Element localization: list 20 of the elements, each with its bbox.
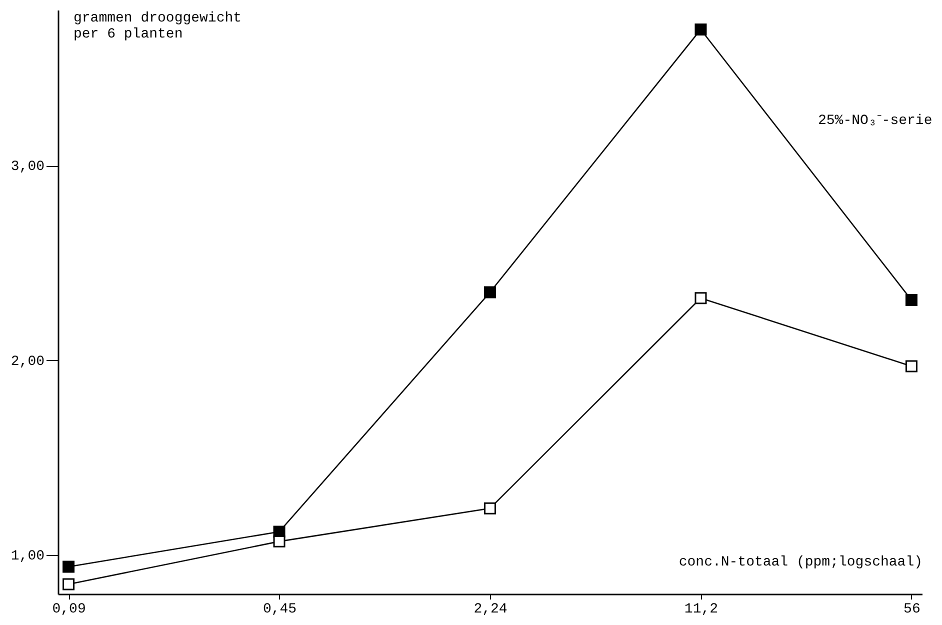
- point: [905, 294, 918, 306]
- point: [484, 286, 496, 298]
- point: [273, 535, 286, 548]
- y-tick-label: 3,00: [10, 159, 44, 176]
- point: [905, 360, 918, 372]
- x-tick-label: 0,09: [52, 602, 86, 618]
- x-tick-label: 56: [904, 602, 920, 618]
- point: [694, 23, 707, 36]
- x-tick-label: 0,45: [262, 602, 297, 618]
- y-tick-label: 2,00: [10, 354, 44, 370]
- x-axis-title: conc.N-totaal (ppm;logschaal): [678, 554, 922, 570]
- point: [62, 560, 75, 573]
- x-tick-label: 2,24: [474, 602, 508, 618]
- x-tick-label: 11,2: [684, 602, 718, 618]
- annotation: 25%-NO₃⁻-serie: [818, 113, 932, 129]
- y-tick-label: 1,00: [10, 548, 44, 565]
- y-axis-title: grammen drooggewicht per 6 planten: [74, 10, 242, 42]
- point: [484, 502, 496, 514]
- point: [62, 578, 75, 590]
- point: [694, 292, 707, 304]
